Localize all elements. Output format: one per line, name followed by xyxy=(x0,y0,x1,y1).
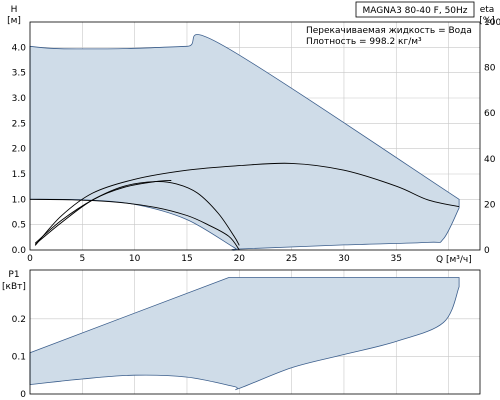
head-tick-label: 3.5 xyxy=(12,69,26,79)
head-tick-label: 0.0 xyxy=(12,246,27,256)
head-tick-label: 1.0 xyxy=(12,195,27,205)
flow-axis-label-bg xyxy=(434,253,472,265)
head-tick-label: 3.0 xyxy=(12,94,27,104)
eta-min-curve xyxy=(34,181,240,246)
head-axis-unit: [м] xyxy=(7,16,21,26)
flow-axis-ticks: 0510152025303540 xyxy=(27,254,454,264)
efficiency-tick-label: 20 xyxy=(484,200,496,210)
head-axis-label: H xyxy=(11,5,18,15)
power-tick-label: 0.2 xyxy=(12,315,26,325)
eta-max-curve xyxy=(34,162,460,246)
power-axis-label: P1 xyxy=(8,270,19,280)
chart-title-box xyxy=(355,1,475,18)
flow-tick-label: 20 xyxy=(234,254,246,264)
power-axis-unit: [кВт] xyxy=(2,282,26,292)
head-tick-label: 1.5 xyxy=(12,170,26,180)
head-chart-frame xyxy=(29,21,481,251)
power-axis-ticks: 0 0.1 0.2 xyxy=(12,315,27,400)
head-chart-curves xyxy=(29,162,460,251)
flow-tick-label: 30 xyxy=(338,254,350,264)
chart-title: MAGNA3 80-40 F, 50Hz xyxy=(362,6,467,16)
efficiency-tick-label: 60 xyxy=(484,109,496,119)
flow-tick-label: 15 xyxy=(181,254,192,264)
power-tick-label: 0.1 xyxy=(12,352,26,362)
flow-axis-label: Q [м³/ч] xyxy=(436,255,472,265)
power-chart-frame xyxy=(29,269,481,395)
density-annotation: Плотность = 998.2 кг/м³ xyxy=(306,37,422,47)
head-operating-area xyxy=(29,34,460,251)
efficiency-tick-label: 0 xyxy=(484,246,490,256)
h-min-curve xyxy=(29,198,240,251)
flow-tick-label: 5 xyxy=(79,254,85,264)
power-operating-area xyxy=(29,277,460,391)
fluid-annotation: Перекачиваемая жидкость = Вода xyxy=(306,26,472,36)
efficiency-tick-label: 80 xyxy=(484,64,496,74)
efficiency-tick-label: 40 xyxy=(484,155,496,165)
head-tick-label: 2.0 xyxy=(12,145,27,155)
power-tick-label: 0 xyxy=(20,390,26,400)
power-area-fill xyxy=(29,277,460,391)
eta-mid-curve xyxy=(34,180,172,245)
head-axis-ticks: 0.0 0.5 1.0 1.5 2.0 2.5 3.0 3.5 4.0 xyxy=(12,43,27,256)
head-area-fill xyxy=(29,34,460,251)
flow-tick-label: 10 xyxy=(129,254,141,264)
flow-tick-label: 25 xyxy=(286,254,297,264)
efficiency-axis-ticks: 0 20 40 60 80 100 xyxy=(484,18,500,256)
head-tick-label: 4.0 xyxy=(12,43,27,53)
efficiency-tick-label: 100 xyxy=(484,18,500,28)
flow-tick-label: 35 xyxy=(391,254,402,264)
flow-tick-label: 0 xyxy=(27,254,33,264)
head-tick-label: 0.5 xyxy=(12,221,26,231)
head-tick-label: 2.5 xyxy=(12,119,26,129)
efficiency-axis-unit: [%] xyxy=(479,16,495,26)
efficiency-axis-label: eta xyxy=(480,5,495,15)
